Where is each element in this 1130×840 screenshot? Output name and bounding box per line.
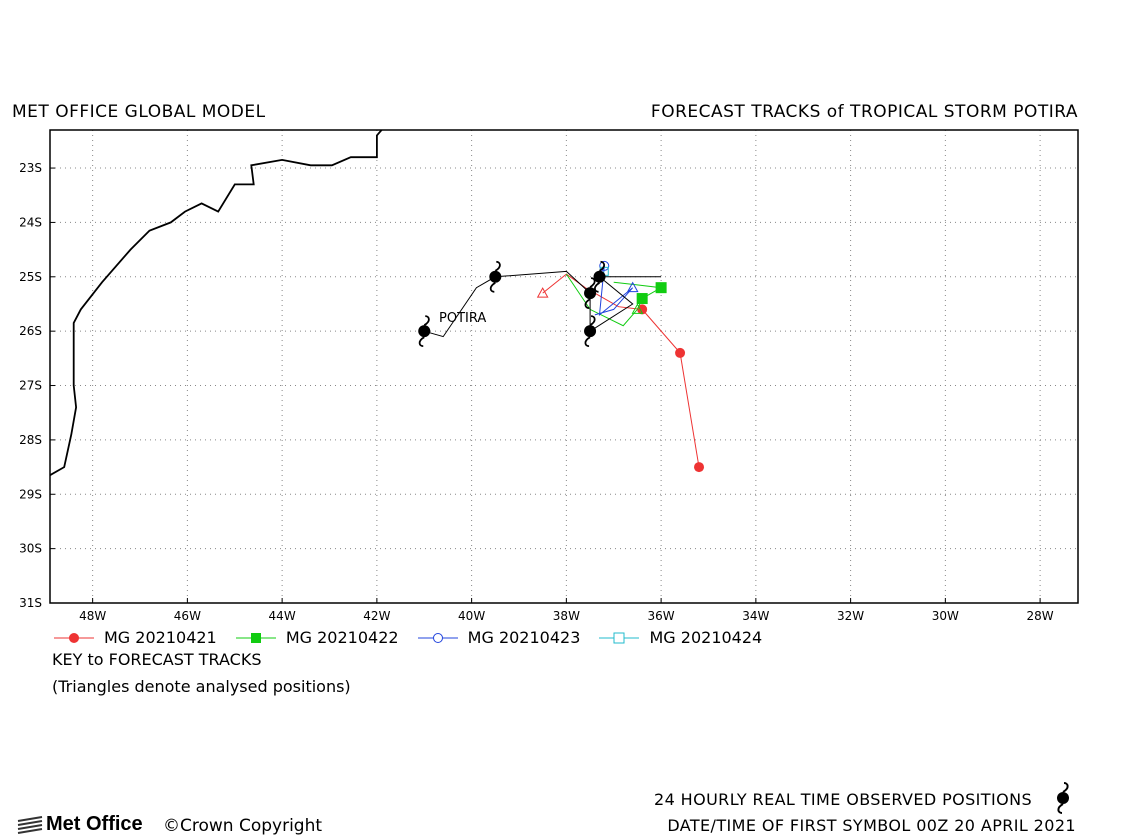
chart-title: FORECAST TRACKS of TROPICAL STORM POTIRA xyxy=(650,102,1078,122)
storm-symbol-arm xyxy=(599,260,606,272)
logo-text: Met Office xyxy=(46,813,143,835)
storm-symbol-arm xyxy=(584,336,591,348)
coastline-path xyxy=(50,130,383,476)
met-office-logo: Met Office xyxy=(16,813,143,836)
storm-symbol-core xyxy=(584,287,597,300)
analysed-position-triangle xyxy=(536,287,549,298)
axis-labels: 48W 46W 44W 42W 40W 38W 36W 34W 32W 30W 28W 23S 24S 2… xyxy=(19,161,1054,623)
storm-symbol-arm xyxy=(494,260,501,272)
storm-symbol-arm xyxy=(594,282,601,293)
y-tick-label: 28S xyxy=(19,433,42,447)
storm-symbol-arm xyxy=(584,298,591,310)
storm-symbol-core xyxy=(584,325,597,338)
analysed-position-triangle xyxy=(626,281,639,293)
forecast-position-marker xyxy=(599,260,610,271)
tropical-storm-symbol-icon xyxy=(1057,782,1069,814)
met-office-logo-icon xyxy=(17,815,43,834)
copyright-notice: ©Crown Copyright xyxy=(163,816,323,836)
storm-symbol-arm xyxy=(589,277,596,288)
observed-storm-symbol xyxy=(584,315,597,348)
legend: MG 20210421 MG 20210422 MG 20210423 MG 2… xyxy=(52,628,774,649)
x-tick-label: 48W xyxy=(79,609,106,623)
red-circle-marker-icon xyxy=(54,632,94,643)
x-tick-label: 28W xyxy=(1027,609,1054,623)
legend-label: MG 20210422 xyxy=(285,628,399,647)
y-tick-label: 26S xyxy=(19,324,42,338)
x-tick-label: 30W xyxy=(932,609,959,623)
y-tick-label: 29S xyxy=(19,487,42,501)
storm-symbol-arm xyxy=(589,315,596,326)
storm-symbol-core xyxy=(593,270,606,283)
legend-label: MG 20210424 xyxy=(649,628,763,647)
legend-label: MG 20210423 xyxy=(467,628,581,647)
legend-item-mg-20210423: MG 20210423 xyxy=(416,628,581,647)
cyan-open-square-marker-icon xyxy=(599,632,640,643)
forecast-track-mg-20210421 xyxy=(536,273,705,473)
coastline xyxy=(50,130,383,476)
model-title: MET OFFICE GLOBAL MODEL xyxy=(12,102,266,122)
y-tick-label: 23S xyxy=(19,161,42,175)
x-tick-label: 40W xyxy=(458,609,485,623)
x-tick-label: 42W xyxy=(363,609,390,623)
x-tick-label: 34W xyxy=(742,609,769,623)
legend-item-mg-20210424: MG 20210424 xyxy=(597,628,762,647)
forecast-position-marker xyxy=(637,304,648,315)
first-symbol-datetime: DATE/TIME OF FIRST SYMBOL 00Z 20 APRIL 2… xyxy=(667,816,1076,835)
storm-symbol-arm xyxy=(423,315,430,326)
forecast-position-marker xyxy=(694,462,705,473)
y-tick-label: 30S xyxy=(19,542,42,556)
observed-positions-label: 24 HOURLY REAL TIME OBSERVED POSITIONS xyxy=(654,790,1032,809)
x-tick-label: 36W xyxy=(648,609,675,623)
x-tick-label: 32W xyxy=(837,609,864,623)
observed-track xyxy=(418,260,662,348)
forecast-track-mg-20210422 xyxy=(565,273,667,327)
observed-storm-symbol xyxy=(489,260,502,293)
storm-symbol-core xyxy=(418,325,431,338)
green-square-marker-icon xyxy=(235,632,276,643)
legend-title: KEY to FORECAST TRACKS xyxy=(52,650,262,669)
x-tick-label: 46W xyxy=(174,609,201,623)
forecast-tracks xyxy=(536,260,705,473)
forecast-track-map: 48W 46W 44W 42W 40W 38W 36W 34W 32W 30W 28W 23S 24S 2… xyxy=(19,129,1079,623)
observed-storm-symbol xyxy=(593,260,606,293)
storm-symbol-arm xyxy=(489,282,496,293)
storm-symbol-arm xyxy=(418,336,425,348)
analysed-position-triangle xyxy=(631,303,644,314)
storm-name-label: POTIRA xyxy=(439,311,486,326)
observed-storm-symbol xyxy=(584,277,597,310)
legend-item-mg-20210422: MG 20210422 xyxy=(234,628,399,647)
y-tick-label: 31S xyxy=(19,596,42,610)
map-frame xyxy=(49,129,1079,604)
legend-item-mg-20210421: MG 20210421 xyxy=(52,628,217,647)
x-tick-label: 44W xyxy=(269,609,296,623)
forecast-position-marker xyxy=(655,282,667,294)
x-tick-label: 38W xyxy=(553,609,580,623)
blue-open-circle-marker-icon xyxy=(417,632,458,643)
observed-storm-symbol xyxy=(418,315,431,348)
legend-note: (Triangles denote analysed positions) xyxy=(52,677,351,696)
forecast-position-marker xyxy=(675,347,686,358)
grid-lines xyxy=(50,130,1078,604)
observed-track-line xyxy=(424,270,662,338)
y-tick-label: 24S xyxy=(19,215,42,229)
legend-label: MG 20210421 xyxy=(104,628,217,647)
y-tick-label: 27S xyxy=(19,379,42,393)
forecast-position-marker xyxy=(636,293,648,305)
storm-symbol-core xyxy=(489,270,502,283)
y-tick-label: 25S xyxy=(19,270,42,284)
